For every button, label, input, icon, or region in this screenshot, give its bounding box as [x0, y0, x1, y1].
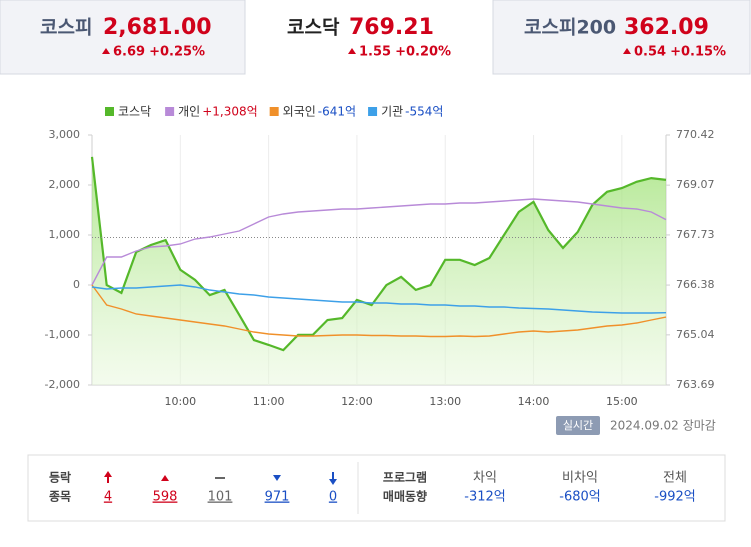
x-tick-label: 12:00 — [341, 395, 373, 408]
x-tick-label: 13:00 — [429, 395, 461, 408]
tab-change: 1.55 — [359, 45, 391, 60]
program-col-value: -992억 — [654, 490, 695, 505]
badge: 실시간 — [563, 419, 593, 432]
arrow-icon — [102, 48, 110, 54]
tab-bg[interactable] — [492, 0, 751, 75]
breadth-count[interactable]: 971 — [265, 490, 290, 505]
legend-swatch — [269, 107, 279, 116]
breadth-label: 종목 — [49, 490, 71, 504]
legend-swatch — [368, 107, 378, 116]
legend-name: 코스닥 — [118, 105, 151, 119]
legend-value: +1,308억 — [202, 105, 257, 119]
breadth-count[interactable]: 4 — [104, 490, 112, 505]
y2-tick-label: 765.04 — [676, 328, 715, 341]
x-tick-label: 11:00 — [253, 395, 285, 408]
program-col-name: 전체 — [663, 471, 687, 486]
tab-value: 769.21 — [349, 15, 434, 40]
tab-bg[interactable] — [0, 0, 246, 75]
breadth-count[interactable]: 101 — [208, 490, 233, 505]
arrow-icon — [161, 475, 169, 481]
y-tick-label: 0 — [73, 278, 80, 291]
x-tick-label: 14:00 — [518, 395, 550, 408]
breadth-count[interactable]: 598 — [153, 490, 178, 505]
y-tick-label: -1,000 — [45, 328, 80, 341]
status-state: 장마감 — [683, 419, 716, 433]
y-tick-label: 3,000 — [49, 128, 81, 141]
y2-tick-label: 769.07 — [676, 178, 715, 191]
series-line — [91, 198, 667, 286]
tab-change: 6.69 — [113, 45, 145, 60]
badge-bg — [556, 416, 600, 435]
tab-value: 362.09 — [624, 15, 709, 40]
tab-change: 0.54 — [634, 45, 666, 60]
series-line — [90, 156, 667, 352]
program-label: 매매동향 — [383, 489, 427, 504]
legend-name: 개인 — [178, 105, 200, 119]
legend-swatch — [105, 107, 114, 116]
arrow-icon — [104, 471, 112, 477]
y2-tick-label: 766.38 — [676, 278, 715, 291]
series-line — [91, 284, 667, 314]
tab-name[interactable]: 코스피 — [40, 17, 92, 39]
breadth-count[interactable]: 0 — [329, 490, 337, 505]
tab-rate: +0.25% — [149, 45, 205, 60]
tab-bg-active[interactable] — [246, 0, 492, 74]
y2-tick-label: 770.42 — [676, 128, 715, 141]
program-col-name: 차익 — [473, 471, 497, 486]
status-date: 2024.09.02 — [610, 419, 679, 433]
program-col-name: 비차익 — [562, 471, 598, 486]
y2-tick-label: 763.69 — [676, 378, 715, 391]
legend-name: 외국인 — [283, 105, 316, 119]
series-line — [91, 284, 667, 338]
program-label: 프로그램 — [383, 470, 427, 485]
tab-rate: +0.20% — [395, 45, 451, 60]
arrow-icon — [623, 48, 631, 54]
arrow-icon — [273, 475, 281, 481]
y-tick-label: 1,000 — [49, 228, 81, 241]
legend-swatch — [165, 107, 175, 116]
tab-rate: +0.15% — [670, 45, 726, 60]
tab-value: 2,681.00 — [103, 15, 212, 40]
legend-name: 기관 — [381, 105, 403, 119]
arrow-icon — [348, 48, 356, 54]
program-col-value: -312억 — [464, 490, 505, 505]
y2-tick-label: 767.73 — [676, 228, 715, 241]
program-col-value: -680억 — [559, 490, 600, 505]
y-tick-label: -2,000 — [45, 378, 80, 391]
legend-value: -554억 — [405, 105, 443, 119]
x-tick-label: 10:00 — [164, 395, 196, 408]
tab-name[interactable]: 코스닥 — [287, 17, 340, 39]
tab-name[interactable]: 코스피200 — [524, 17, 616, 39]
area — [92, 156, 666, 385]
x-tick-label: 15:00 — [606, 395, 638, 408]
legend-value: -641억 — [318, 105, 356, 119]
summary-box — [27, 454, 726, 522]
y-tick-label: 2,000 — [49, 178, 81, 191]
arrow-icon — [329, 479, 337, 485]
breadth-label: 등락 — [49, 471, 71, 485]
